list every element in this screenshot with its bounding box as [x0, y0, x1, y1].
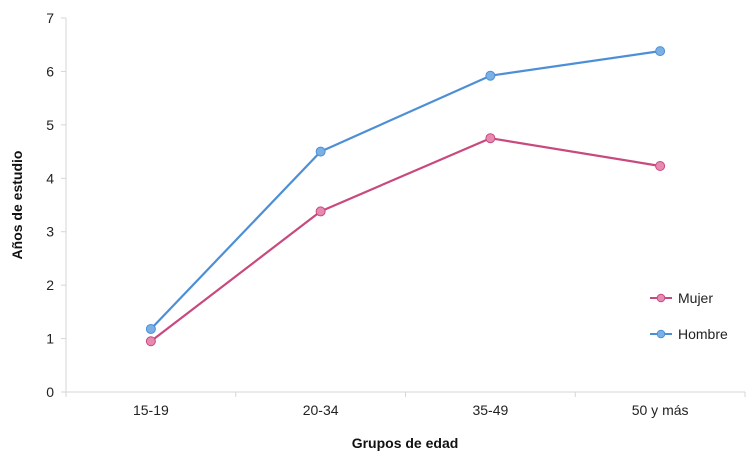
x-tick-label: 50 y más [632, 402, 689, 418]
y-axis-title: Años de estudio [9, 151, 25, 260]
data-point-mujer [656, 161, 665, 170]
y-tick-label: 7 [46, 10, 54, 26]
data-point-mujer [146, 337, 155, 346]
x-axis-title: Grupos de edad [352, 435, 459, 451]
series-line-mujer [151, 138, 660, 341]
data-point-hombre [316, 147, 325, 156]
x-tick-label: 20-34 [303, 402, 339, 418]
legend-label: Mujer [678, 290, 713, 306]
y-tick-label: 4 [46, 170, 54, 186]
y-axis-ticks: 0 1 2 3 4 5 6 7 [46, 10, 66, 400]
series-layer [146, 47, 664, 346]
x-axis-ticks: 15-19 20-34 35-49 50 y más [66, 392, 745, 418]
legend: Mujer Hombre [650, 290, 728, 342]
data-point-hombre [486, 71, 495, 80]
y-tick-label: 1 [46, 331, 54, 347]
legend-swatch-marker [657, 294, 665, 302]
y-tick-label: 5 [46, 117, 54, 133]
y-tick-label: 3 [46, 224, 54, 240]
series-line-hombre [151, 51, 660, 329]
data-point-hombre [146, 324, 155, 333]
legend-swatch-marker [657, 330, 665, 338]
y-tick-label: 0 [46, 384, 54, 400]
legend-label: Hombre [678, 326, 728, 342]
x-tick-label: 15-19 [133, 402, 169, 418]
y-tick-label: 6 [46, 63, 54, 79]
data-point-mujer [486, 134, 495, 143]
x-tick-label: 35-49 [472, 402, 508, 418]
y-tick-label: 2 [46, 277, 54, 293]
data-point-mujer [316, 207, 325, 216]
data-point-hombre [656, 47, 665, 56]
